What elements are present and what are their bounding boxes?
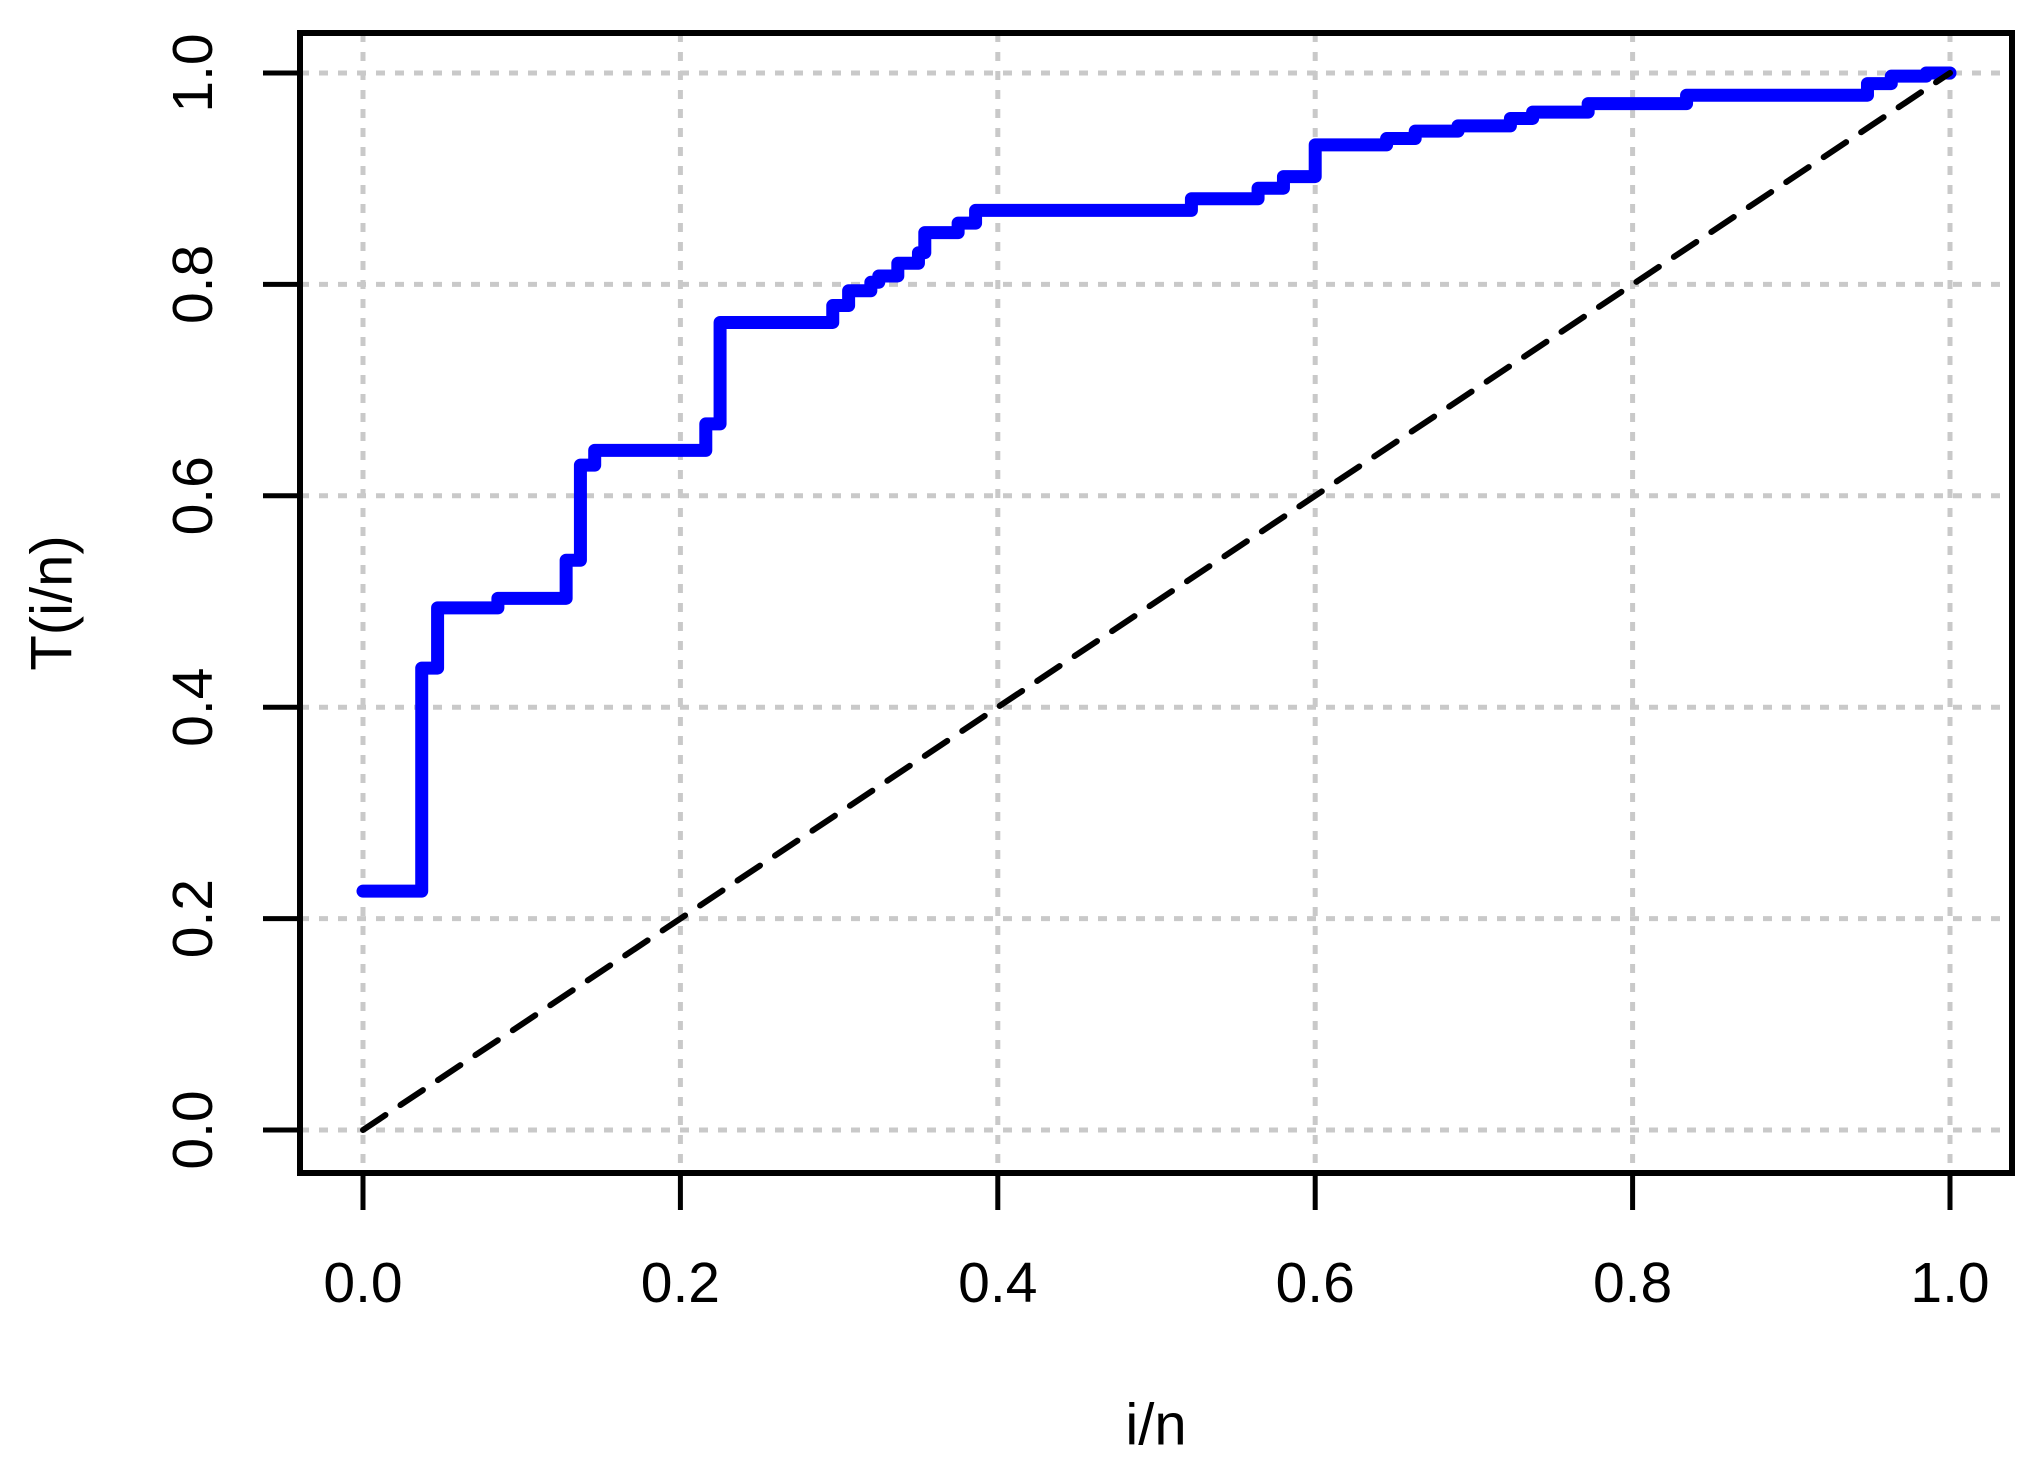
y-tick-label: 0.4 [161,668,225,747]
x-tick-label: 1.0 [1910,1251,1989,1315]
empirical-step-curve [356,66,1957,898]
y-tick-label: 0.6 [161,456,225,535]
y-tick-label: 0.0 [161,1090,225,1169]
y-axis-title: T(i/n) [20,535,85,670]
series-layer [356,66,1957,1133]
x-tick-label: 0.4 [958,1251,1037,1315]
axis-layer: 0.0 0.2 0.4 0.6 0.8 1.0 0.0 0.2 0.4 0.6 0.8 1.0 [161,30,2015,1315]
x-axis-title: i/n [1125,1393,1186,1458]
x-tick-label: 0.8 [1593,1251,1672,1315]
y-tick-label: 0.8 [161,245,225,324]
plot-box [297,30,2015,1176]
x-tick-label: 0.0 [323,1251,402,1315]
y-tick-label: 1.0 [161,33,225,112]
y-tick-label: 0.2 [161,879,225,958]
diagonal-reference [360,70,1953,1133]
grid-layer [300,33,2012,1173]
x-tick-label: 0.2 [641,1251,720,1315]
x-tick-label: 0.6 [1276,1251,1355,1315]
